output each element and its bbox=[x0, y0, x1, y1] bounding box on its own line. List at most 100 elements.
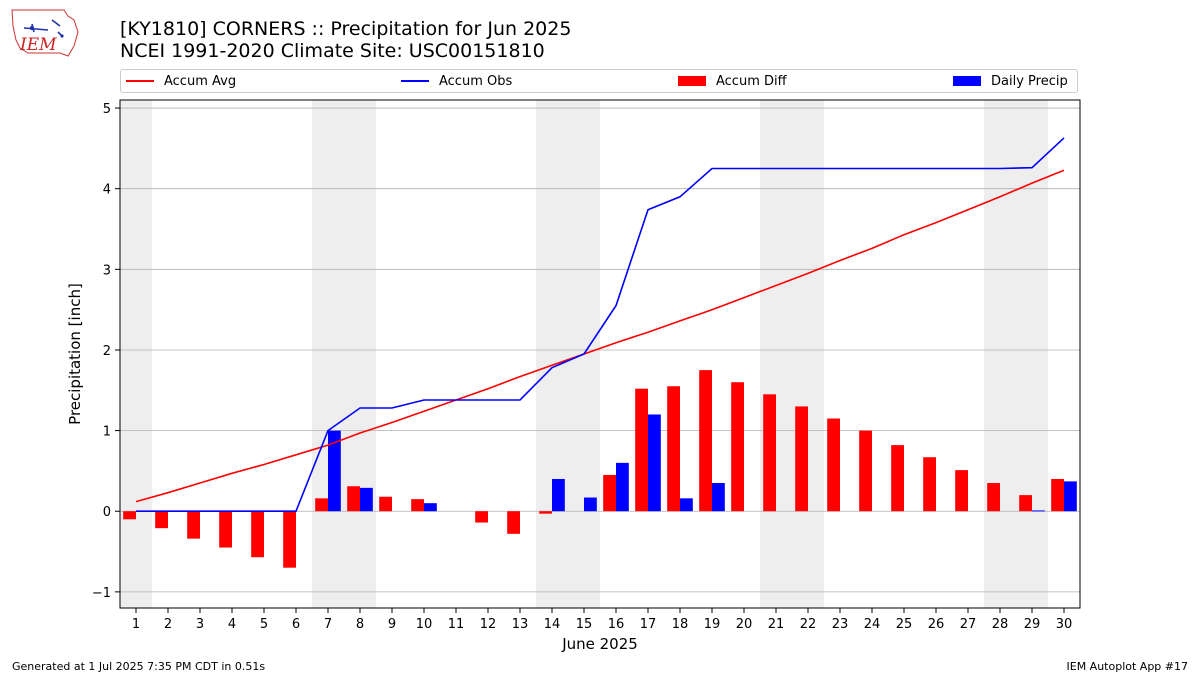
diff-bar bbox=[603, 474, 616, 512]
accum-avg-line bbox=[135, 169, 1065, 503]
diff-bar bbox=[667, 386, 680, 512]
x-tick-label: 11 bbox=[448, 617, 465, 632]
legend-label-accum-diff: Accum Diff bbox=[716, 73, 787, 89]
x-tick-label: 16 bbox=[608, 617, 625, 632]
legend: Accum Avg Accum Obs Accum Diff Daily Pre… bbox=[120, 69, 1078, 93]
weekend-band bbox=[984, 100, 1016, 608]
diff-bar bbox=[219, 511, 232, 548]
legend-item-daily-precip: Daily Precip bbox=[953, 70, 1068, 92]
chart-subtitle: NCEI 1991-2020 Climate Site: USC00151810 bbox=[120, 40, 545, 62]
diff-bar bbox=[859, 430, 872, 512]
legend-item-accum-obs: Accum Obs bbox=[401, 70, 512, 92]
accum-obs-line bbox=[136, 137, 1065, 513]
y-tick-label: 2 bbox=[103, 344, 111, 359]
x-tick-label: 18 bbox=[672, 617, 689, 632]
diff-bar bbox=[187, 511, 200, 539]
iem-logo: IEM bbox=[11, 9, 79, 57]
diff-bar bbox=[475, 511, 488, 523]
footer-app: IEM Autoplot App #17 bbox=[1066, 660, 1189, 673]
x-tick-label: 23 bbox=[832, 617, 849, 632]
y-tick-label: 1 bbox=[103, 425, 111, 440]
x-tick-label: 7 bbox=[324, 617, 332, 632]
daily-precip-bar bbox=[1064, 481, 1077, 512]
diff-bar bbox=[379, 496, 392, 512]
legend-swatch-accum-avg bbox=[126, 80, 154, 82]
x-tick-label: 8 bbox=[356, 617, 364, 632]
x-tick-label: 26 bbox=[928, 617, 945, 632]
x-tick-label: 10 bbox=[416, 617, 433, 632]
chart-title: [KY1810] CORNERS :: Precipitation for Ju… bbox=[120, 18, 572, 40]
weekend-band bbox=[312, 100, 344, 608]
x-tick-label: 25 bbox=[896, 617, 913, 632]
daily-precip-bar bbox=[680, 498, 693, 512]
logo-text: IEM bbox=[19, 35, 57, 55]
footer-generated: Generated at 1 Jul 2025 7:35 PM CDT in 0… bbox=[12, 660, 266, 673]
diff-bar bbox=[923, 457, 936, 512]
x-tick-label: 21 bbox=[768, 617, 785, 632]
x-tick-label: 14 bbox=[544, 617, 561, 632]
legend-swatch-accum-diff bbox=[678, 76, 706, 86]
x-tick-label: 1 bbox=[132, 617, 140, 632]
diff-bar bbox=[411, 499, 424, 512]
x-tick-label: 15 bbox=[576, 617, 593, 632]
y-tick-label: 4 bbox=[103, 183, 111, 198]
plot-frame bbox=[119, 99, 1081, 609]
y-axis-label: Precipitation [inch] bbox=[66, 283, 84, 425]
y-tick-label: −1 bbox=[92, 586, 111, 601]
y-tick-label: 3 bbox=[103, 263, 111, 278]
diff-bar bbox=[251, 511, 264, 558]
weekend-band bbox=[120, 100, 152, 608]
daily-precip-bar bbox=[328, 430, 341, 512]
diff-bar bbox=[731, 382, 744, 512]
diff-bar bbox=[155, 511, 168, 529]
daily-precip-bar bbox=[424, 503, 437, 512]
diff-bar bbox=[699, 370, 712, 512]
legend-swatch-accum-obs bbox=[401, 80, 429, 82]
diff-bar bbox=[123, 511, 136, 520]
diff-bar bbox=[315, 498, 328, 512]
diff-bar bbox=[1019, 495, 1032, 512]
weekend-band bbox=[536, 100, 568, 608]
daily-precip-bar bbox=[552, 478, 565, 512]
x-tick-label: 5 bbox=[260, 617, 268, 632]
legend-label-accum-obs: Accum Obs bbox=[439, 73, 513, 89]
daily-precip-bar bbox=[648, 414, 661, 512]
x-tick-label: 24 bbox=[864, 617, 881, 632]
diff-bar bbox=[635, 388, 648, 512]
legend-item-accum-diff: Accum Diff bbox=[678, 70, 787, 92]
legend-label-daily-precip: Daily Precip bbox=[991, 73, 1068, 89]
y-tick-label: 0 bbox=[103, 505, 111, 520]
x-tick-label: 17 bbox=[640, 617, 657, 632]
legend-label-accum-avg: Accum Avg bbox=[164, 73, 237, 89]
x-tick-label: 3 bbox=[196, 617, 204, 632]
x-tick-label: 28 bbox=[992, 617, 1009, 632]
diff-bar bbox=[955, 470, 968, 512]
y-tick-label: 5 bbox=[103, 102, 111, 117]
x-tick-label: 2 bbox=[164, 617, 172, 632]
x-tick-label: 4 bbox=[228, 617, 236, 632]
x-tick-label: 22 bbox=[800, 617, 817, 632]
diff-bar bbox=[283, 511, 296, 568]
legend-item-accum-avg: Accum Avg bbox=[126, 70, 236, 92]
x-axis-label: June 2025 bbox=[561, 635, 638, 653]
diff-bar bbox=[795, 406, 808, 512]
diff-bar bbox=[763, 394, 776, 512]
diff-bar bbox=[987, 483, 1000, 512]
diff-bar bbox=[347, 486, 360, 512]
diff-bar bbox=[891, 445, 904, 512]
daily-precip-bar bbox=[712, 483, 725, 512]
x-tick-label: 9 bbox=[388, 617, 396, 632]
x-tick-label: 19 bbox=[704, 617, 721, 632]
x-tick-label: 29 bbox=[1024, 617, 1041, 632]
daily-precip-bar bbox=[360, 487, 373, 512]
x-tick-label: 20 bbox=[736, 617, 753, 632]
daily-precip-bar bbox=[616, 462, 629, 512]
diff-bar bbox=[1051, 478, 1064, 512]
legend-swatch-daily-precip bbox=[953, 76, 981, 86]
weekend-band bbox=[760, 100, 792, 608]
diff-bar bbox=[827, 418, 840, 512]
weekend-band bbox=[1016, 100, 1048, 608]
weekend-band bbox=[344, 100, 376, 608]
weekend-band bbox=[792, 100, 824, 608]
